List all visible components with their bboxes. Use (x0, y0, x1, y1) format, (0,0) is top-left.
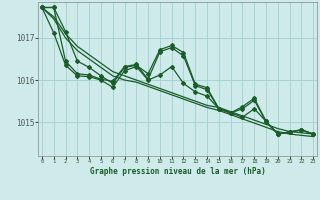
X-axis label: Graphe pression niveau de la mer (hPa): Graphe pression niveau de la mer (hPa) (90, 167, 266, 176)
